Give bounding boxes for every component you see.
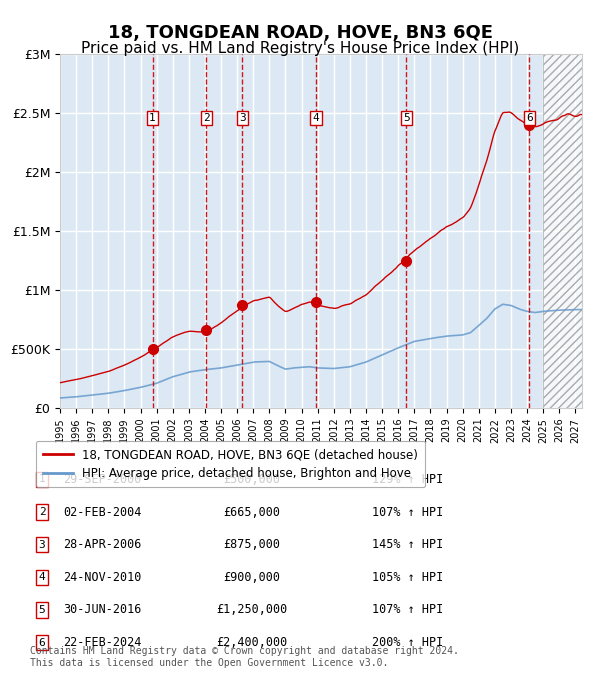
Text: 4: 4 [313,113,319,123]
Text: 107% ↑ HPI: 107% ↑ HPI [372,603,443,617]
Bar [543,54,582,408]
Text: £665,000: £665,000 [223,505,281,519]
Bar [543,54,582,408]
Text: 145% ↑ HPI: 145% ↑ HPI [372,538,443,551]
Text: £875,000: £875,000 [223,538,281,551]
Text: 5: 5 [38,605,46,615]
Text: 1: 1 [38,475,46,484]
Text: 2: 2 [203,113,210,123]
Text: 107% ↑ HPI: 107% ↑ HPI [372,505,443,519]
Text: Price paid vs. HM Land Registry's House Price Index (HPI): Price paid vs. HM Land Registry's House … [81,41,519,56]
Text: 4: 4 [38,573,46,582]
Text: 30-JUN-2016: 30-JUN-2016 [63,603,141,617]
Text: 1: 1 [149,113,156,123]
Text: 6: 6 [38,638,46,647]
Text: £900,000: £900,000 [223,571,281,584]
Text: 5: 5 [403,113,410,123]
Text: 29-SEP-2000: 29-SEP-2000 [63,473,141,486]
Bar [543,54,582,408]
Text: 2: 2 [38,507,46,517]
Text: 3: 3 [239,113,245,123]
Text: 02-FEB-2004: 02-FEB-2004 [63,505,141,519]
Text: 18, TONGDEAN ROAD, HOVE, BN3 6QE: 18, TONGDEAN ROAD, HOVE, BN3 6QE [107,24,493,41]
Text: 105% ↑ HPI: 105% ↑ HPI [372,571,443,584]
Text: £1,250,000: £1,250,000 [217,603,287,617]
Text: 28-APR-2006: 28-APR-2006 [63,538,141,551]
Text: 22-FEB-2024: 22-FEB-2024 [63,636,141,649]
Text: 129% ↑ HPI: 129% ↑ HPI [372,473,443,486]
Text: Contains HM Land Registry data © Crown copyright and database right 2024.
This d: Contains HM Land Registry data © Crown c… [30,646,459,668]
Text: £500,000: £500,000 [223,473,281,486]
Legend: 18, TONGDEAN ROAD, HOVE, BN3 6QE (detached house), HPI: Average price, detached : 18, TONGDEAN ROAD, HOVE, BN3 6QE (detach… [36,441,425,487]
Text: 3: 3 [38,540,46,549]
Text: £2,400,000: £2,400,000 [217,636,287,649]
Text: 6: 6 [526,113,533,123]
Text: 24-NOV-2010: 24-NOV-2010 [63,571,141,584]
Text: 200% ↑ HPI: 200% ↑ HPI [372,636,443,649]
